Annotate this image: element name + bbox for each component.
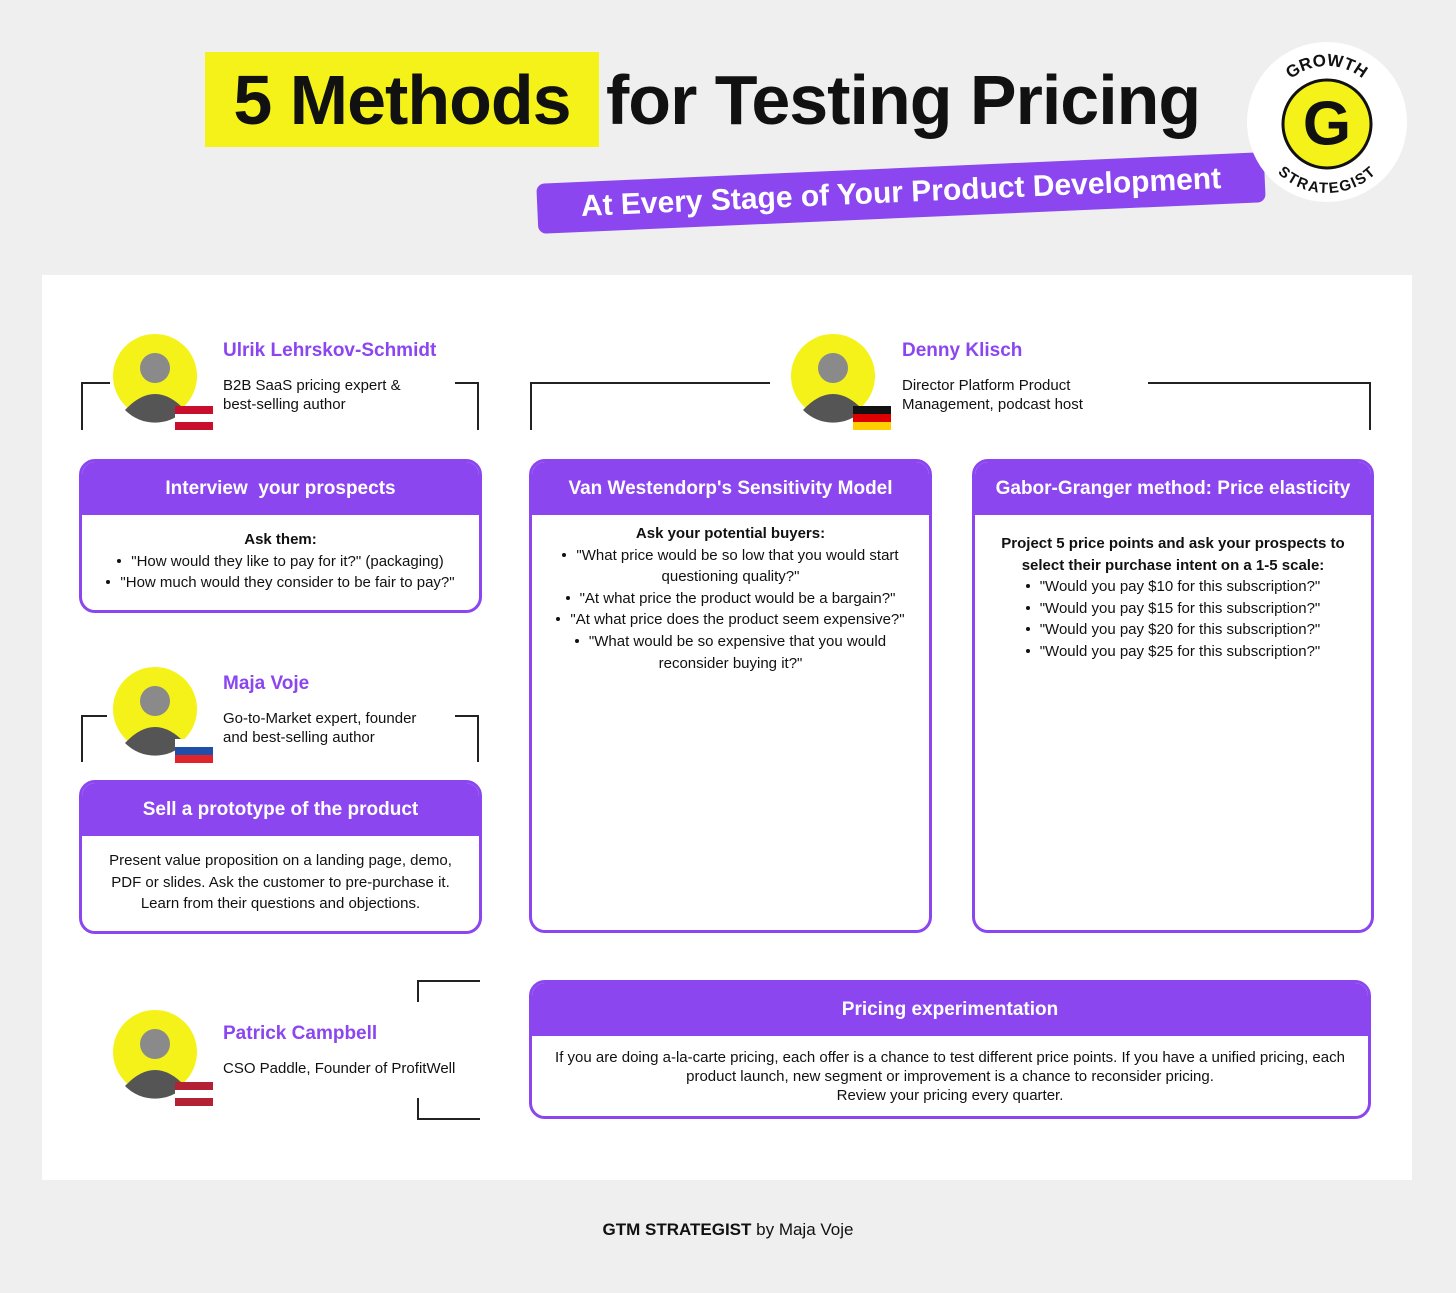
bullet-list: "How would they like to pay for it?" (pa… [94,551,467,594]
role-line: Director Platform Product [902,377,1071,394]
card-body: If you are doing a-la-carte pricing, eac… [532,1036,1368,1105]
card-body: Ask your potential buyers: "What price wo… [532,515,929,674]
card-body: Present value proposition on a landing p… [82,836,479,915]
bullet: "How much would they consider to be fair… [94,572,467,594]
expert-name: Denny Klisch [902,340,1023,361]
card-intro: Ask them: [244,531,317,548]
card-intro: Ask your potential buyers: [635,525,826,542]
footer: GTM STRATEGIST by Maja Voje [0,1220,1456,1240]
bullet: "What price would be so low that you wou… [544,545,917,588]
bullet-list: "Would you pay $10 for this subscription… [987,576,1359,662]
title-highlight: 5 Methods [205,52,599,147]
paragraph: Review your pricing every quarter. [836,1087,1064,1104]
method-card: Sell a prototype of the product Present v… [79,780,482,934]
expert-name: Patrick Campbell [223,1023,378,1044]
bullet: "What would be so expensive that you wou… [544,631,917,674]
role-line: Management, podcast host [902,396,1083,413]
bullet: "Would you pay $15 for this subscription… [987,598,1359,620]
card-title: Pricing experimentation [532,983,1368,1036]
expert-role: Go-to-Market expert, founder and best-sel… [223,709,416,747]
expert-role: CSO Paddle, Founder of ProfitWell [223,1059,455,1078]
card-title: Interview your prospects [82,462,479,515]
footer-byline: by Maja Voje [756,1220,854,1239]
role-line: CSO Paddle, Founder of ProfitWell [223,1060,456,1077]
footer-brand: GTM STRATEGIST [602,1220,752,1239]
logo-letter: G [1303,89,1351,158]
bullet: "How would they like to pay for it?" (pa… [94,551,467,573]
role-line: B2B SaaS pricing expert & [223,377,401,394]
bullet: "Would you pay $25 for this subscription… [987,641,1359,663]
method-card: Pricing experimentation If you are doing … [529,980,1371,1119]
card-title: Van Westendorp's Sensitivity Model [532,462,929,515]
expert-role: B2B SaaS pricing expert & best-selling au… [223,376,401,414]
card-body: Ask them: "How would they like to pay for… [82,515,479,594]
expert-name: Maja Voje [223,673,310,694]
expert-role: Director Platform Product Management, pod… [902,376,1083,414]
method-card: Gabor-Granger method: Price elasticity Pr… [972,459,1374,933]
card-title: Gabor-Granger method: Price elasticity [975,462,1371,515]
logo-badge [1247,42,1407,202]
bullet: "Would you pay $10 for this subscription… [987,576,1359,598]
logo-core [1281,78,1373,170]
subtitle: At Every Stage of Your Product Developme… [536,152,1266,234]
expert-name: Ulrik Lehrskov-Schmidt [223,340,437,361]
logo-top-text: GROWTH [1283,51,1371,83]
logo-top: GROWTH [1283,51,1372,83]
role-line: best-selling author [223,396,346,413]
role-line: Go-to-Market expert, founder [223,710,417,727]
bullet-list: "What price would be so low that you wou… [544,545,917,675]
title: for Testing Pricing [606,61,1201,139]
method-card: Van Westendorp's Sensitivity Model Ask yo… [529,459,932,933]
role-line: and best-selling author [223,729,375,746]
paragraph: Present value proposition on a landing p… [109,852,452,913]
bullet: "At what price the product would be a ba… [544,588,917,610]
card-body: Project 5 price points and ask your pros… [975,515,1371,663]
logo-bottom: STRATEGIST [1275,163,1379,197]
logo-bottom-text: STRATEGIST [1275,163,1378,197]
card-intro: Project 5 price points and ask your pros… [1001,535,1345,574]
bullet: "Would you pay $20 for this subscription… [987,619,1359,641]
card-title: Sell a prototype of the product [82,783,479,836]
paragraph: If you are doing a-la-carte pricing, eac… [555,1049,1345,1085]
method-card: Interview your prospects Ask them: "How wo… [79,459,482,613]
bullet: "At what price does the product seem exp… [544,609,917,631]
